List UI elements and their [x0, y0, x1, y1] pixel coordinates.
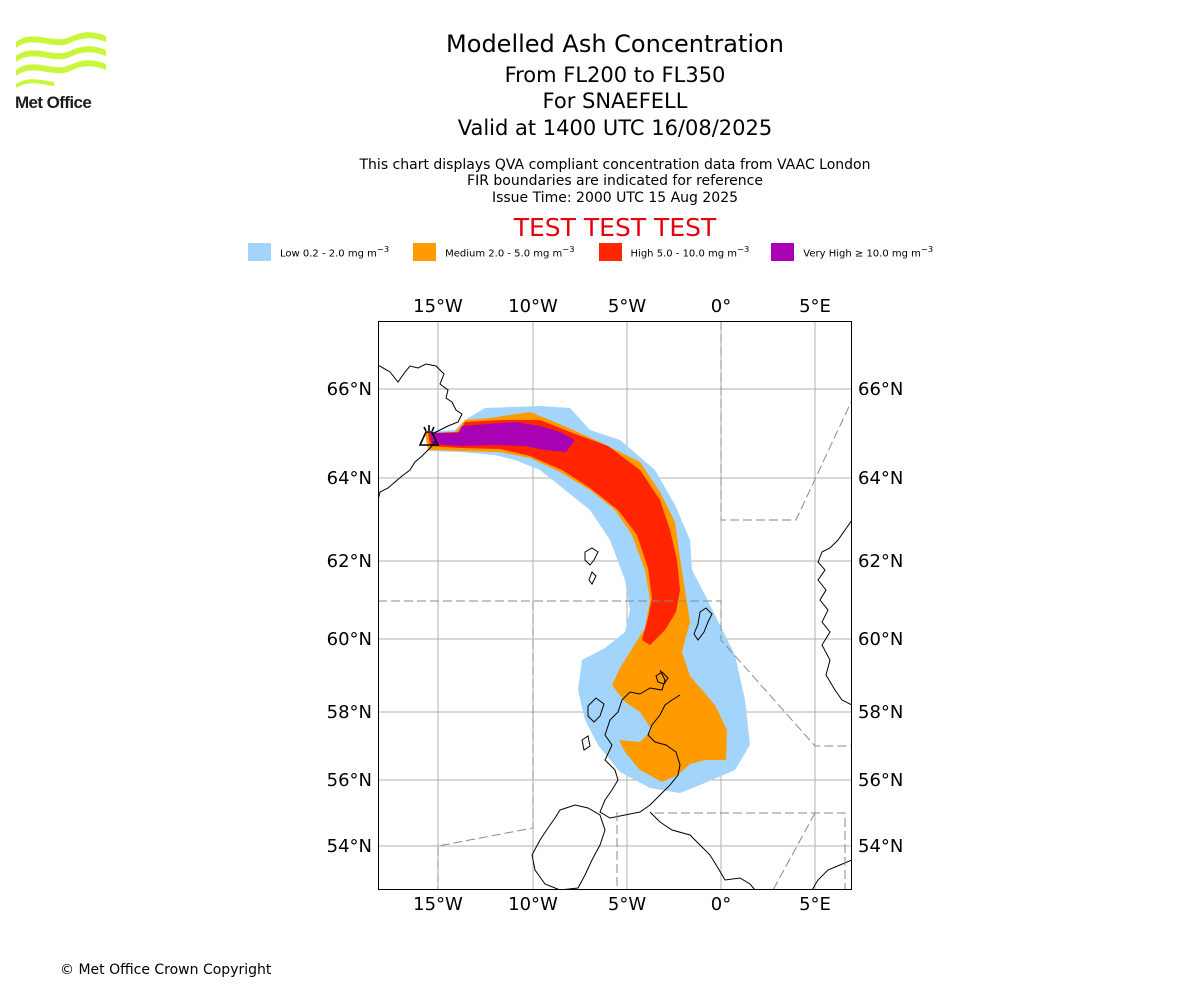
lat-label: 54°N [858, 836, 903, 857]
coastline-orkney [655, 671, 669, 685]
legend-label-high: High 5.0 - 10.0 mg m−3 [630, 244, 750, 260]
lon-label: 0° [711, 296, 731, 317]
lat-label: 56°N [858, 770, 903, 791]
coastline-denmark [811, 859, 852, 890]
coastline-ireland [531, 804, 606, 890]
lat-label: 54°N [327, 836, 372, 857]
coastline-scotland [599, 669, 681, 819]
lat-label: 58°N [858, 702, 903, 723]
coastline-shetland [693, 607, 713, 641]
lon-label: 5°E [799, 894, 831, 915]
latitude-labels-left: 66°N 64°N 62°N 60°N 58°N 56°N 54°N [327, 379, 372, 857]
fir-note: FIR boundaries are indicated for referen… [467, 173, 763, 189]
met-office-wave-icon [16, 32, 106, 88]
coastline-iceland [378, 363, 463, 501]
test-banner: TEST TEST TEST [513, 213, 717, 242]
lat-label: 56°N [327, 770, 372, 791]
coastline-faroes [584, 547, 599, 585]
legend-item-high: High 5.0 - 10.0 mg m−3 [598, 243, 750, 261]
ash-area-very-high [430, 422, 575, 452]
map-frame [378, 321, 852, 890]
coastline-england [649, 811, 756, 890]
legend-item-very-high: Very High ≥ 10.0 mg m−3 [771, 243, 933, 261]
legend-swatch-high [598, 243, 622, 261]
legend-label-very-high: Very High ≥ 10.0 mg m−3 [803, 244, 934, 260]
legend-label-low: Low 0.2 - 2.0 mg m−3 [280, 244, 390, 260]
copyright: © Met Office Crown Copyright [60, 962, 272, 978]
met-office-logo: Met Office [15, 32, 106, 112]
chart-note: This chart displays QVA compliant concen… [359, 157, 871, 173]
longitude-labels-bottom: 15°W 10°W 5°W 0° 5°E [413, 894, 831, 915]
legend-swatch-low [248, 243, 271, 261]
lon-label: 15°W [413, 296, 463, 317]
logo-text: Met Office [15, 93, 91, 112]
volcano-name: For SNAEFELL [542, 89, 688, 113]
coastline-norway [817, 519, 852, 706]
lat-label: 62°N [327, 551, 372, 572]
coastline-hebrides [581, 697, 605, 751]
lon-label: 15°W [413, 894, 463, 915]
longitude-labels-top: 15°W 10°W 5°W 0° 5°E [413, 296, 831, 317]
issue-time: Issue Time: 2000 UTC 15 Aug 2025 [491, 190, 739, 206]
legend-item-medium: Medium 2.0 - 5.0 mg m−3 [413, 243, 575, 261]
legend-swatch-very-high [771, 243, 795, 261]
lon-label: 10°W [508, 894, 558, 915]
lat-label: 64°N [858, 468, 903, 489]
lat-label: 58°N [327, 702, 372, 723]
chart-title: Modelled Ash Concentration [446, 30, 784, 58]
lon-label: 5°W [608, 894, 646, 915]
flight-level-range: From FL200 to FL350 [504, 63, 726, 87]
fir-boundaries [378, 321, 852, 890]
lat-label: 60°N [327, 629, 372, 650]
lon-label: 0° [711, 894, 731, 915]
legend-item-low: Low 0.2 - 2.0 mg m−3 [248, 243, 389, 261]
valid-time: Valid at 1400 UTC 16/08/2025 [457, 116, 773, 140]
legend-label-medium: Medium 2.0 - 5.0 mg m−3 [445, 244, 575, 260]
lat-label: 66°N [327, 379, 372, 400]
ash-area-high [428, 420, 680, 645]
volcano-icon [418, 425, 440, 446]
lat-label: 64°N [327, 468, 372, 489]
legend: Low 0.2 - 2.0 mg m−3 Medium 2.0 - 5.0 mg… [248, 243, 933, 261]
legend-swatch-medium [413, 243, 437, 261]
lat-label: 60°N [858, 629, 903, 650]
lon-label: 5°W [608, 296, 646, 317]
latitude-labels-right: 66°N 64°N 62°N 60°N 58°N 56°N 54°N [858, 379, 903, 857]
coastlines [378, 363, 852, 890]
lon-label: 10°W [508, 296, 558, 317]
lat-label: 62°N [858, 551, 903, 572]
lat-label: 66°N [858, 379, 903, 400]
graticule [378, 321, 852, 890]
lon-label: 5°E [799, 296, 831, 317]
